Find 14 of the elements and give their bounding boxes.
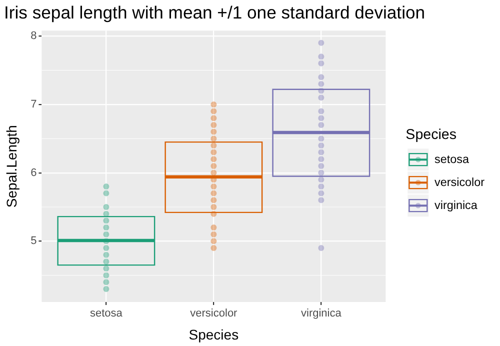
legend-label: versicolor: [434, 176, 485, 189]
legend-label: virginica: [434, 198, 478, 212]
y-tick-label: 6: [30, 166, 37, 179]
y-tick-label: 8: [30, 30, 37, 42]
x-axis-title: Species: [188, 326, 239, 342]
x-tick-label: setosa: [90, 308, 124, 320]
x-tick-label: virginica: [300, 308, 342, 320]
x-tick-label: versicolor: [190, 308, 238, 320]
legend-label: setosa: [434, 152, 470, 166]
y-tick-label: 5: [30, 235, 37, 248]
y-axis-title: Sepal.Length: [3, 125, 20, 208]
legend-title: Species: [406, 127, 457, 144]
y-tick-label: 7: [30, 98, 37, 110]
chart-title: Iris sepal length with mean +/1 one standard deviation: [4, 2, 426, 22]
